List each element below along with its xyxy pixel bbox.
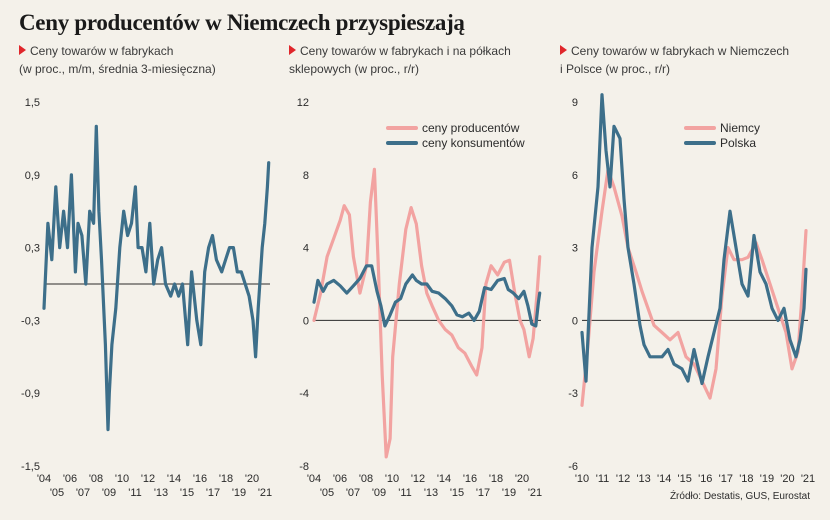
x-tick-label: '15	[180, 487, 194, 499]
y-tick-label: 0	[572, 315, 578, 327]
y-tick-label: -3	[568, 388, 578, 400]
x-tick-label: '21	[528, 487, 542, 499]
x-tick-label: '12	[411, 473, 425, 485]
x-tick-label: '11	[398, 487, 412, 499]
x-tick-label: '14	[167, 473, 181, 485]
x-tick-label: '12	[141, 473, 155, 485]
x-tick-label: '10	[575, 473, 589, 485]
x-tick-label: '10	[115, 473, 129, 485]
x-tick-label: '16	[463, 473, 477, 485]
x-tick-label: '11	[128, 487, 142, 499]
y-tick-label: 0,3	[25, 243, 40, 255]
series-line-ceny-producentów	[312, 167, 542, 459]
x-tick-label: '08	[359, 473, 373, 485]
x-tick-label: '19	[760, 473, 774, 485]
x-tick-label: '08	[89, 473, 103, 485]
red-triangle-icon	[560, 45, 567, 55]
y-tick-label: 3	[572, 243, 578, 255]
chart-1: 1,5 0,9 0,3 -0,3 -0,9 -1,5'04 '06 '08 '10 '12 '14 '…	[21, 97, 272, 499]
legend-label: Niemcy	[720, 121, 760, 135]
x-tick-label: '10	[385, 473, 399, 485]
x-tick-label: '20	[780, 473, 794, 485]
series-line-Polska	[580, 93, 808, 386]
legend-label: ceny producentów	[422, 121, 520, 135]
x-tick-label: '06	[333, 473, 347, 485]
panel-3-subtitle-line2: i Polsce (w proc., r/r)	[560, 62, 671, 76]
x-tick-label: '21	[801, 473, 815, 485]
y-tick-label: -8	[299, 461, 309, 473]
x-tick-label: '17	[476, 487, 490, 499]
panel-2-subtitle-line2: sklepowych (w proc., r/r)	[289, 62, 420, 76]
x-tick-label: '19	[232, 487, 246, 499]
legend-label: ceny konsumentów	[422, 136, 525, 150]
x-tick-label: '15	[678, 473, 692, 485]
x-tick-label: '13	[636, 473, 650, 485]
x-tick-label: '20	[515, 473, 529, 485]
panel-1-subtitle: Ceny towarów w fabrykach (w proc., m/m, …	[19, 42, 279, 78]
y-tick-label: 4	[303, 243, 309, 255]
y-tick-label: 6	[572, 170, 578, 182]
source-note: Źródło: Destatis, GUS, Eurostat	[669, 491, 810, 502]
x-tick-label: '09	[102, 487, 116, 499]
x-tick-label: '21	[258, 487, 272, 499]
x-tick-label: '13	[424, 487, 438, 499]
x-tick-label: '18	[219, 473, 233, 485]
legend-label: Polska	[720, 136, 756, 150]
x-tick-label: '16	[698, 473, 712, 485]
x-tick-label: '20	[245, 473, 259, 485]
x-tick-label: '17	[206, 487, 220, 499]
red-triangle-icon	[289, 45, 296, 55]
x-tick-label: '16	[193, 473, 207, 485]
y-tick-label: -1,5	[21, 461, 40, 473]
x-tick-label: '11	[596, 473, 610, 485]
panel-2-subtitle-line1: Ceny towarów w fabrykach i na półkach	[300, 44, 511, 58]
y-tick-label: 0	[303, 315, 309, 327]
x-tick-label: '07	[76, 487, 90, 499]
y-tick-label: -0,3	[21, 315, 40, 327]
panel-3-subtitle-line1: Ceny towarów w fabrykach w Niemczech	[571, 44, 790, 58]
x-tick-label: '05	[320, 487, 334, 499]
x-tick-label: '19	[502, 487, 516, 499]
panel-1-subtitle-line1: Ceny towarów w fabrykach	[30, 44, 174, 58]
chart-2: 12 8 4 0 -4 -8'04 '06 '08 '10 '12 '14 '16 '18 '20 '05 '…	[297, 97, 542, 499]
x-tick-label: '06	[63, 473, 77, 485]
y-tick-label: 0,9	[25, 170, 40, 182]
panel-3-subtitle: Ceny towarów w fabrykach w Niemczech i P…	[560, 42, 820, 78]
y-tick-label: 12	[297, 97, 309, 109]
y-tick-label: 1,5	[25, 97, 40, 109]
x-tick-label: '14	[437, 473, 451, 485]
red-triangle-icon	[19, 45, 26, 55]
series-line-Niemcy	[580, 168, 808, 407]
x-tick-label: '07	[346, 487, 360, 499]
x-tick-label: '04	[307, 473, 321, 485]
x-tick-label: '18	[489, 473, 503, 485]
y-tick-label: -4	[299, 388, 309, 400]
x-tick-label: '18	[739, 473, 753, 485]
y-tick-label: 9	[572, 97, 578, 109]
x-tick-label: '13	[154, 487, 168, 499]
page-title: Ceny producentów w Niemczech przyspiesza…	[19, 10, 465, 35]
chart-3: 9 6 3 0 -3 -6'10 '11 '12 '13 '14 '15 '16 '17 '18 '19 '2…	[568, 93, 815, 485]
x-tick-label: '17	[719, 473, 733, 485]
x-tick-label: '12	[616, 473, 630, 485]
x-tick-label: '09	[372, 487, 386, 499]
series-line-1	[42, 124, 271, 432]
x-tick-label: '15	[450, 487, 464, 499]
series-line-ceny-konsumentów	[312, 264, 542, 328]
x-tick-label: '14	[657, 473, 671, 485]
y-tick-label: -6	[568, 461, 578, 473]
panel-2-subtitle: Ceny towarów w fabrykach i na półkach sk…	[289, 42, 549, 78]
x-tick-label: '04	[37, 473, 51, 485]
x-tick-label: '05	[50, 487, 64, 499]
panel-1-subtitle-line2: (w proc., m/m, średnia 3-miesięczna)	[19, 62, 216, 76]
y-tick-label: -0,9	[21, 388, 40, 400]
y-tick-label: 8	[303, 170, 309, 182]
